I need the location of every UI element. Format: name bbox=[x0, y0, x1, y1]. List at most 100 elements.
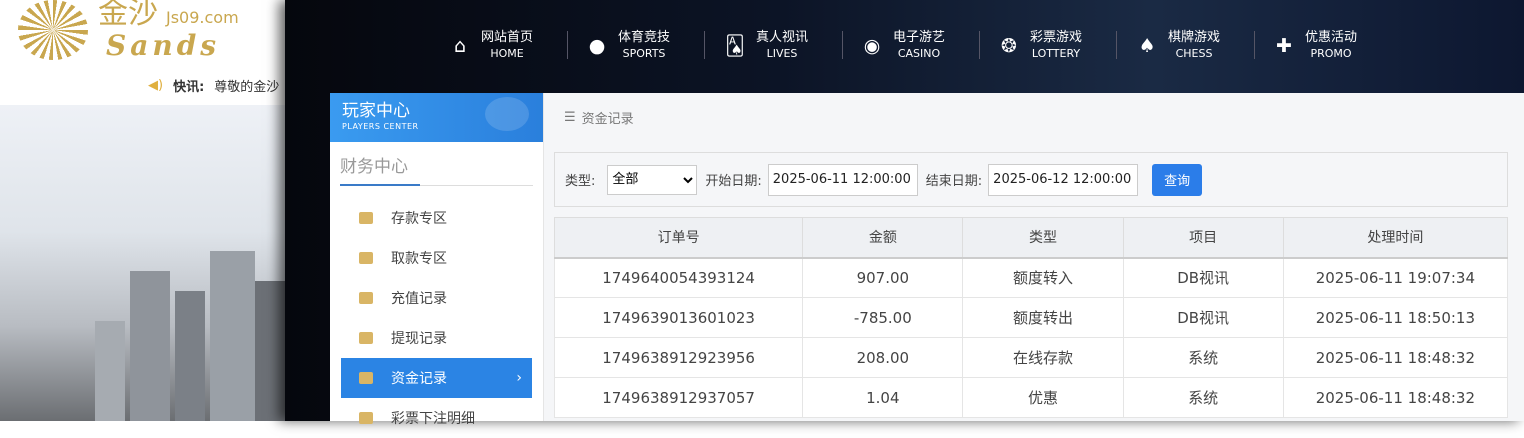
nav-label-en: CASINO bbox=[897, 47, 941, 60]
sidebar-item[interactable]: 提现记录 bbox=[341, 318, 532, 358]
breadcrumb: ☰ 资金记录 bbox=[544, 93, 1524, 142]
nav-label-cn: 真人视讯 bbox=[756, 30, 809, 45]
nav-label-cn: 彩票游戏 bbox=[1030, 30, 1083, 45]
table-cell: 额度转入 bbox=[962, 257, 1124, 298]
start-date-label: 开始日期: bbox=[705, 174, 762, 189]
sun-logo-icon bbox=[18, 0, 88, 60]
type-select[interactable]: 全部 bbox=[607, 164, 698, 195]
nav-separator bbox=[704, 31, 705, 59]
lottery-balls-icon: ❂ bbox=[1001, 35, 1017, 57]
sidebar-item[interactable]: 取款专区 bbox=[341, 238, 532, 278]
table-cell: 1749639013601023 bbox=[553, 297, 804, 338]
table-cell: DB视讯 bbox=[1122, 257, 1284, 298]
sidebar: 玩家中心 PLAYERS CENTER 财务中心 存款专区取款专区充值记录提现记… bbox=[330, 93, 544, 427]
gamepad-icon bbox=[485, 97, 529, 131]
nav-separator bbox=[567, 31, 568, 59]
table-row: 1749640054393124 907.00 额度转入 DB视讯 2025-06-11… bbox=[553, 257, 1509, 298]
nav-label-en: LIVES bbox=[766, 47, 798, 60]
nav-separator bbox=[1116, 31, 1117, 59]
sidebar-subtitle: PLAYERS CENTER bbox=[342, 122, 419, 131]
table-cell: 额度转出 bbox=[962, 297, 1124, 338]
speaker-icon: ◀) bbox=[148, 77, 164, 93]
table-cell: 907.00 bbox=[802, 257, 964, 298]
nav-separator bbox=[979, 31, 980, 59]
funds-icon bbox=[359, 372, 373, 384]
table-row: 1749638912923956 208.00 在线存款 系统 2025-06-11 1… bbox=[553, 337, 1509, 378]
table-cell: 2025-06-11 18:50:13 bbox=[1282, 297, 1509, 338]
table-cell: 1.04 bbox=[802, 377, 964, 418]
nav-lives[interactable]: 🂡 真人视讯 LIVES bbox=[724, 30, 808, 62]
home-icon: ⌂ bbox=[453, 35, 467, 57]
nav-sports[interactable]: ● 体育竞技 SPORTS bbox=[586, 30, 670, 62]
menu-icon: ☰ bbox=[564, 110, 576, 125]
nav-home[interactable]: ⌂ 网站首页 HOME bbox=[449, 30, 533, 62]
hand-money-icon bbox=[359, 252, 373, 264]
section-title: 财务中心 bbox=[340, 152, 533, 186]
end-date-label: 结束日期: bbox=[925, 174, 983, 189]
end-date-input[interactable] bbox=[988, 163, 1139, 196]
breadcrumb-current: 资金记录 bbox=[581, 112, 634, 127]
nav-casino[interactable]: ◉ 电子游艺 CASINO bbox=[861, 30, 945, 62]
column-header: 项目 bbox=[1122, 217, 1284, 259]
cards-icon: 🂡 bbox=[725, 35, 745, 57]
nav-label-cn: 优惠活动 bbox=[1305, 30, 1358, 45]
funds-table: 订单号 金额 类型 项目 处理时间 1749640054393124 907.00 额度转入… bbox=[553, 217, 1509, 418]
main-content: ☰ 资金记录 类型: 全部 开始日期: 结束日期: 查询 订单号金额类型项目处理… bbox=[544, 93, 1524, 421]
table-cell: 优惠 bbox=[962, 377, 1124, 418]
nav-label-cn: 体育竞技 bbox=[618, 30, 671, 45]
ticker-text: 尊敬的金沙 bbox=[214, 79, 280, 95]
sidebar-item-label: 资金记录 bbox=[391, 371, 447, 387]
card-icon bbox=[359, 212, 373, 224]
nav-chess[interactable]: ♠ 棋牌游戏 CHESS bbox=[1136, 30, 1220, 62]
gift-icon: ✚ bbox=[1276, 35, 1292, 57]
type-label: 类型: bbox=[565, 174, 596, 189]
sidebar-item-label: 存款专区 bbox=[391, 211, 447, 227]
table-cell: 208.00 bbox=[802, 337, 964, 378]
sidebar-item-label: 充值记录 bbox=[391, 291, 447, 307]
wallet-icon bbox=[359, 332, 373, 344]
table-header-row: 订单号 金额 类型 项目 处理时间 bbox=[553, 217, 1509, 259]
column-header: 类型 bbox=[962, 217, 1124, 259]
nav-label-en: LOTTERY bbox=[1031, 47, 1081, 60]
table-cell: 1749638912923956 bbox=[553, 337, 804, 378]
sands-logo[interactable]: 金沙 Js09.com Sands bbox=[18, 0, 288, 64]
logo-domain: Js09.com bbox=[166, 8, 239, 27]
ticker-label: 快讯: bbox=[173, 79, 205, 95]
slot-icon: ◉ bbox=[863, 35, 881, 57]
table-cell: 2025-06-11 18:48:32 bbox=[1282, 337, 1509, 378]
sidebar-item[interactable]: 充值记录 bbox=[341, 278, 532, 318]
logo-cn: 金沙 bbox=[98, 0, 158, 31]
column-header: 金额 bbox=[802, 217, 964, 259]
sidebar-item[interactable]: 资金记录 › bbox=[341, 358, 532, 398]
city-banner bbox=[0, 105, 300, 421]
nav-promo[interactable]: ✚ 优惠活动 PROMO bbox=[1273, 30, 1357, 62]
list-icon bbox=[359, 412, 373, 424]
query-button[interactable]: 查询 bbox=[1152, 163, 1203, 196]
table-cell: 2025-06-11 18:48:32 bbox=[1282, 377, 1509, 418]
sidebar-item[interactable]: 彩票下注明细 bbox=[341, 398, 532, 438]
nav-label-cn: 棋牌游戏 bbox=[1168, 30, 1221, 45]
background-page: 金沙 Js09.com Sands ◀) 快讯: 尊敬的金沙 bbox=[0, 0, 300, 421]
sidebar-title: 玩家中心 bbox=[342, 101, 410, 121]
table-cell: 系统 bbox=[1122, 377, 1284, 418]
column-header: 处理时间 bbox=[1282, 217, 1509, 259]
spade-icon: ♠ bbox=[1138, 35, 1156, 57]
table-row: 1749639013601023 -785.00 额度转出 DB视讯 2025-06-1… bbox=[553, 297, 1509, 338]
nav-label-cn: 网站首页 bbox=[481, 30, 534, 45]
nav-label-en: SPORTS bbox=[622, 47, 666, 60]
ball-icon: ● bbox=[588, 35, 606, 57]
table-cell: 1749640054393124 bbox=[553, 257, 804, 298]
nav-separator bbox=[842, 31, 843, 59]
logo-en: Sands bbox=[106, 29, 221, 62]
site-header: 金沙 Js09.com Sands bbox=[0, 0, 300, 65]
sidebar-item[interactable]: 存款专区 bbox=[341, 198, 532, 238]
nav-lottery[interactable]: ❂ 彩票游戏 LOTTERY bbox=[998, 30, 1082, 62]
start-date-input[interactable] bbox=[767, 163, 918, 196]
table-cell: 在线存款 bbox=[962, 337, 1124, 378]
nav-separator bbox=[1254, 31, 1255, 59]
news-ticker: ◀) 快讯: 尊敬的金沙 bbox=[0, 65, 300, 105]
nav-label-cn: 电子游艺 bbox=[893, 30, 946, 45]
table-cell: 1749638912937057 bbox=[553, 377, 804, 418]
nav-label-en: PROMO bbox=[1310, 47, 1352, 60]
players-center-header: 玩家中心 PLAYERS CENTER bbox=[330, 93, 543, 142]
